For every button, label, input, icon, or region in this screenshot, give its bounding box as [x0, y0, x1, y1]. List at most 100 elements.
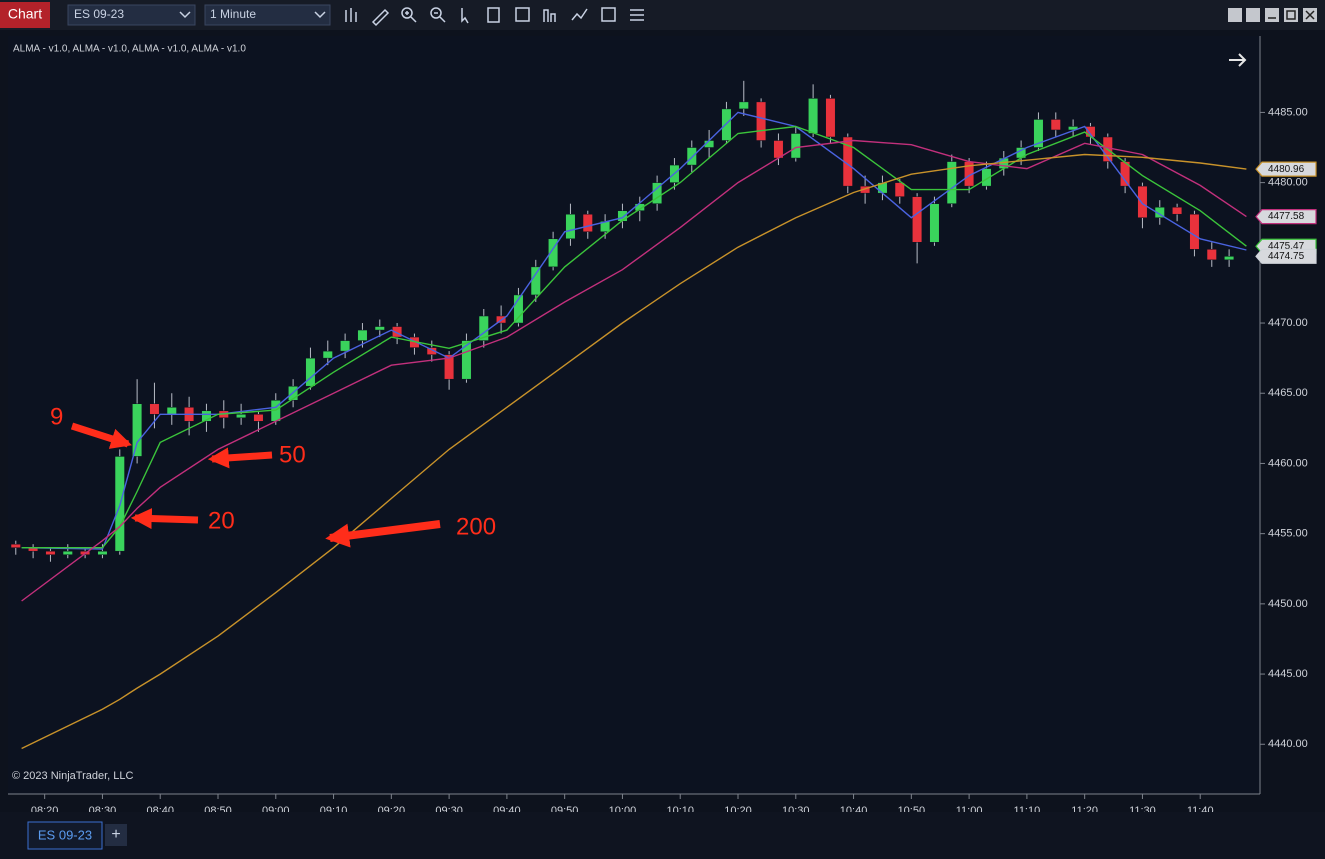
candle-body — [808, 98, 819, 134]
candle-body — [946, 161, 957, 204]
dropdown-caret — [314, 11, 326, 19]
price-marker — [1255, 209, 1317, 225]
candle-body — [582, 213, 593, 233]
instrument-select[interactable] — [67, 4, 196, 26]
candle-body — [1224, 256, 1235, 261]
icon-zoom-in[interactable] — [401, 7, 413, 19]
candle-body — [1085, 126, 1096, 138]
y-tick-label: 4445.00 — [1268, 668, 1308, 680]
candle-body — [132, 403, 143, 457]
candle-body — [166, 407, 177, 415]
icon-indicators[interactable] — [543, 9, 556, 22]
annotation-label: 20 — [208, 507, 235, 534]
price-marker-label: 4475.47 — [1268, 241, 1305, 252]
candle-body — [340, 340, 351, 352]
icon-pointer[interactable] — [461, 8, 469, 24]
price-marker-label: 4477.58 — [1268, 211, 1305, 222]
icon-strategies[interactable] — [571, 8, 588, 21]
maximize-button[interactable] — [1284, 8, 1298, 22]
icon-zoom-out[interactable] — [430, 7, 442, 19]
annotation-label: 200 — [456, 513, 496, 540]
ma-line — [21, 111, 1247, 550]
add-tab-label[interactable]: + — [111, 826, 120, 843]
candle-body — [790, 133, 801, 159]
candle-body — [392, 326, 403, 338]
candle-body — [981, 168, 992, 187]
candle-body — [322, 350, 333, 359]
y-tick-label: 4450.00 — [1268, 598, 1308, 610]
annotation-arrow — [325, 520, 441, 548]
candle-body — [1206, 249, 1217, 261]
candle-body — [374, 326, 385, 331]
ma-line — [21, 139, 1247, 602]
candle-body — [1137, 185, 1148, 218]
annotation-arrow — [70, 422, 132, 449]
interval-label[interactable]: 1 Minute — [210, 7, 256, 21]
candle-body — [426, 347, 437, 355]
add-tab-button[interactable] — [105, 824, 127, 846]
candle-body — [1033, 119, 1044, 148]
y-tick-label: 4465.00 — [1268, 387, 1308, 399]
candle-body — [756, 101, 767, 141]
candle-body — [1172, 206, 1183, 215]
tab-label[interactable]: ES 09-23 — [38, 827, 92, 842]
candle-body — [825, 98, 836, 138]
y-tick-label: 4485.00 — [1268, 106, 1308, 118]
candle-body — [305, 357, 316, 387]
annotation-label: 50 — [279, 441, 306, 468]
candle-body — [1189, 213, 1200, 250]
minimize-button[interactable] — [1265, 8, 1279, 22]
tab[interactable] — [27, 821, 103, 850]
y-tick-label: 4480.00 — [1268, 177, 1308, 189]
window-glyphs — [1268, 10, 1315, 20]
icon-templates[interactable] — [515, 7, 530, 22]
candle-body — [45, 550, 56, 555]
window-button[interactable] — [1228, 8, 1242, 22]
ma-line — [21, 125, 1247, 549]
icon-menu[interactable] — [630, 9, 644, 21]
plot: 4440.00 4445.00 4450.00 4455.00 4460.00 4465.… — [10, 80, 1317, 817]
tab-bar: ES 09-23 + — [0, 812, 1325, 859]
candle-body — [97, 550, 108, 555]
candle-body — [912, 196, 923, 243]
candle-body — [149, 403, 160, 415]
icon-analyzer[interactable] — [601, 7, 616, 22]
candle-body — [201, 410, 212, 422]
window-button[interactable] — [1246, 8, 1260, 22]
scroll-arrow[interactable] — [1229, 53, 1247, 67]
annotation-arrow — [207, 447, 273, 469]
icon-bars[interactable] — [345, 8, 357, 22]
candle-body — [721, 108, 732, 141]
candle-body — [62, 550, 73, 555]
candle-body — [236, 414, 247, 419]
candle-body — [738, 101, 749, 110]
candle-body — [1050, 119, 1061, 131]
icon-draw[interactable] — [371, 8, 390, 27]
candle-body — [530, 266, 541, 296]
candle-body — [478, 315, 489, 341]
y-tick-label: 4440.00 — [1268, 738, 1308, 750]
candle-body — [253, 414, 264, 422]
candle-body — [1154, 206, 1165, 218]
icon-properties[interactable] — [487, 7, 500, 23]
price-marker — [1255, 248, 1317, 264]
ma-line — [21, 153, 1247, 750]
price-marker-label: 4474.75 — [1268, 251, 1305, 262]
toolbar: Chart ES 09-23 1 Minute — [0, 0, 1325, 30]
y-tick-label: 4455.00 — [1268, 528, 1308, 540]
candle-body — [461, 340, 472, 380]
indicator-label: ALMA - v1.0, ALMA - v1.0, ALMA - v1.0, A… — [13, 44, 246, 55]
price-marker-label: 4480.96 — [1268, 164, 1305, 175]
chart-button-label[interactable]: Chart — [8, 6, 42, 22]
tab-bar-bg — [0, 812, 1325, 859]
chart-button[interactable] — [0, 2, 50, 28]
y-tick-label: 4460.00 — [1268, 457, 1308, 469]
candle-body — [10, 543, 21, 548]
interval-select[interactable] — [204, 4, 331, 26]
instrument-label[interactable]: ES 09-23 — [74, 7, 124, 21]
candle-body — [894, 182, 905, 197]
candle-body — [357, 329, 368, 341]
annotations: 9 20 50 200 — [50, 403, 496, 548]
toolbar-icons — [345, 7, 644, 27]
